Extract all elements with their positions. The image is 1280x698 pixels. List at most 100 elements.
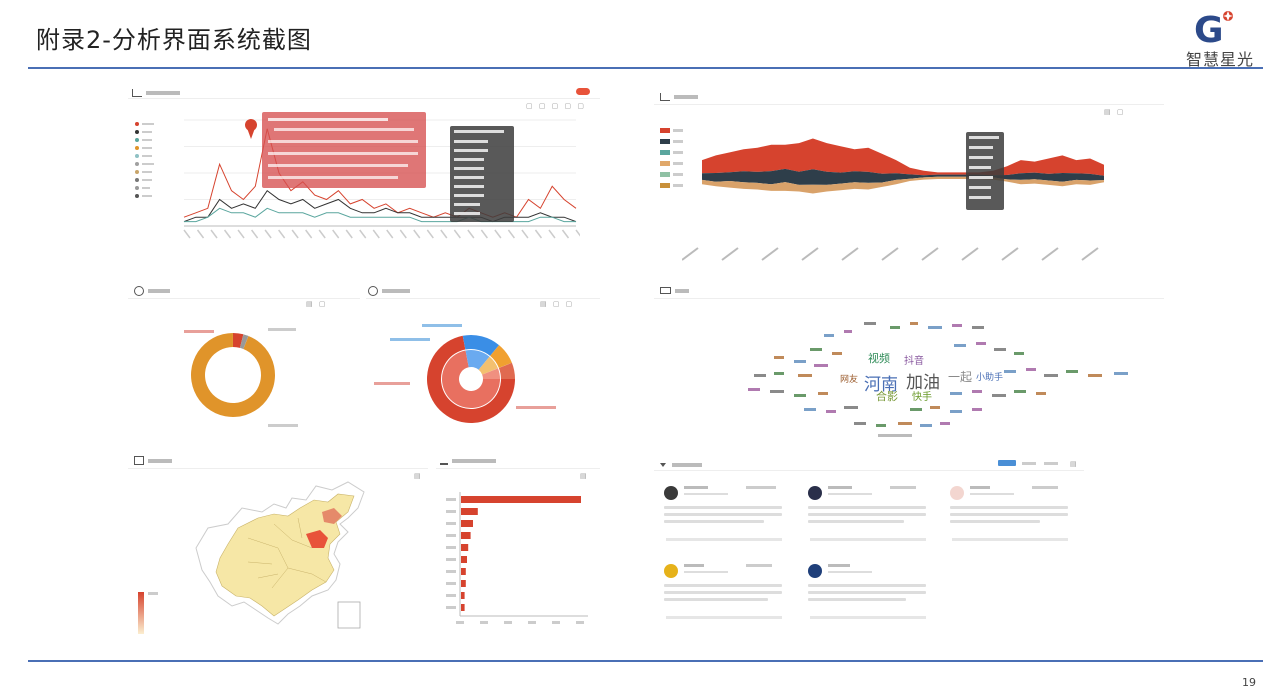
- word-cloud: 河南 加油 一起 视频 合影 抖音 快手 小助手 网友: [714, 312, 1134, 442]
- y-tick-label: [446, 498, 456, 501]
- x-tick-label: [291, 229, 299, 239]
- sunburst-outer-slice: [490, 345, 512, 368]
- avatar: [808, 564, 822, 578]
- x-tick-label: [223, 229, 232, 239]
- toggle-switch[interactable]: [576, 88, 590, 95]
- tab[interactable]: [1022, 462, 1036, 465]
- word-cloud-panel-title: [660, 286, 689, 295]
- x-tick-label: [548, 229, 556, 239]
- x-tick-label: [576, 621, 584, 624]
- header-divider: [28, 67, 1263, 69]
- x-tick-label: [456, 621, 464, 624]
- sentiment-toolbar[interactable]: ▤ ▢: [306, 300, 328, 308]
- legend-item[interactable]: [135, 122, 154, 126]
- legend-item[interactable]: [660, 128, 683, 133]
- y-tick-label: [446, 570, 456, 573]
- cloud-word[interactable]: 小助手: [976, 373, 1004, 383]
- sunburst-outer-slice: [498, 362, 515, 379]
- tab[interactable]: [1044, 462, 1058, 465]
- media-sunburst-chart[interactable]: [426, 334, 516, 424]
- top-regions-bar-chart[interactable]: [440, 492, 590, 632]
- legend-item[interactable]: [660, 183, 683, 188]
- x-tick-label: [210, 229, 218, 239]
- stream-layer: [702, 138, 1104, 176]
- sunburst-label: [516, 406, 556, 409]
- bar: [461, 544, 469, 551]
- map-pin-icon[interactable]: [244, 118, 258, 140]
- word-cloud-icon: [660, 287, 671, 294]
- legend-item[interactable]: [135, 162, 154, 166]
- legend-item[interactable]: [135, 130, 152, 134]
- china-map[interactable]: [188, 478, 388, 638]
- legend-item[interactable]: [135, 146, 152, 150]
- legend-item[interactable]: [135, 194, 152, 198]
- x-tick-label: [386, 229, 394, 239]
- stream-divider: [654, 104, 1164, 105]
- x-tick-label: [480, 621, 488, 624]
- post-card[interactable]: [804, 558, 932, 638]
- top-regions-panel: ▤: [436, 452, 600, 642]
- cloud-word[interactable]: 抖音: [904, 356, 924, 367]
- legend-item[interactable]: [135, 138, 152, 142]
- pie-slice: [191, 333, 275, 417]
- legend-item[interactable]: [135, 170, 152, 174]
- donut-label-neutral: [268, 328, 296, 331]
- legend-item[interactable]: [660, 161, 683, 166]
- trend-panel-title: [132, 88, 180, 97]
- legend-item[interactable]: [135, 178, 152, 182]
- series-tooltip: [450, 126, 514, 222]
- x-tick-label: [521, 229, 529, 239]
- cloud-word[interactable]: 河南: [864, 375, 898, 395]
- cloud-word[interactable]: 快手: [912, 392, 932, 403]
- x-tick-label: [332, 229, 340, 239]
- stream-area-chart[interactable]: [702, 122, 1104, 232]
- sunburst-outer-slice: [462, 335, 500, 356]
- tab-active[interactable]: [998, 460, 1016, 466]
- word-cloud-panel: 河南 加油 一起 视频 合影 抖音 快手 小助手 网友: [654, 282, 1164, 452]
- post-card[interactable]: [804, 480, 932, 560]
- bar: [461, 520, 473, 527]
- list-icon[interactable]: ▤: [1070, 460, 1077, 468]
- trend-divider: [128, 98, 600, 99]
- company-logo: G: [1176, 8, 1264, 68]
- media-toolbar[interactable]: ▤ ▢ ▢: [540, 300, 575, 308]
- x-tick-label: [507, 229, 516, 239]
- legend-item[interactable]: [660, 139, 683, 144]
- logo-text: 智慧星光: [1185, 50, 1254, 69]
- sentiment-donut-chart[interactable]: [188, 330, 278, 420]
- x-tick-label: [494, 229, 502, 239]
- legend-item[interactable]: [660, 150, 683, 155]
- chart-toolbar[interactable]: ▢ ▢ ▢ ▢ ▢: [526, 102, 586, 110]
- x-tick-label: [480, 229, 488, 239]
- cloud-word[interactable]: 加油: [906, 373, 940, 393]
- legend-item[interactable]: [135, 186, 150, 190]
- cloud-word[interactable]: 视频: [868, 352, 890, 365]
- cloud-word[interactable]: 一起: [948, 370, 973, 384]
- legend-item[interactable]: [135, 154, 152, 158]
- region-map-panel: ▤: [128, 452, 428, 642]
- word-cloud-divider: [654, 298, 1164, 299]
- stream-panel: ▤ ▢: [654, 86, 1164, 276]
- x-tick-label: [264, 229, 272, 239]
- avatar: [664, 486, 678, 500]
- post-card[interactable]: [660, 480, 788, 560]
- post-card[interactable]: [660, 558, 788, 638]
- stream-toolbar[interactable]: ▤ ▢: [1104, 108, 1126, 116]
- y-tick-label: [446, 534, 456, 537]
- map-color-scale[interactable]: [136, 588, 166, 638]
- y-tick-label: [446, 546, 456, 549]
- cloud-word[interactable]: 网友: [840, 375, 859, 385]
- stream-tooltip: [966, 132, 1004, 210]
- x-tick-label: [318, 229, 326, 239]
- collapse-icon[interactable]: [660, 462, 666, 467]
- avatar: [808, 486, 822, 500]
- y-tick-label: [446, 582, 456, 585]
- cloud-word[interactable]: 合影: [876, 390, 898, 403]
- sunburst-inner-slice: [442, 350, 500, 408]
- sunburst-label: [422, 324, 462, 327]
- post-card[interactable]: [946, 480, 1074, 560]
- legend-item[interactable]: [660, 172, 683, 177]
- trend-legend-swatches: [135, 122, 154, 198]
- map-toolbar[interactable]: ▤: [414, 472, 423, 480]
- bar-toolbar[interactable]: ▤: [580, 472, 589, 480]
